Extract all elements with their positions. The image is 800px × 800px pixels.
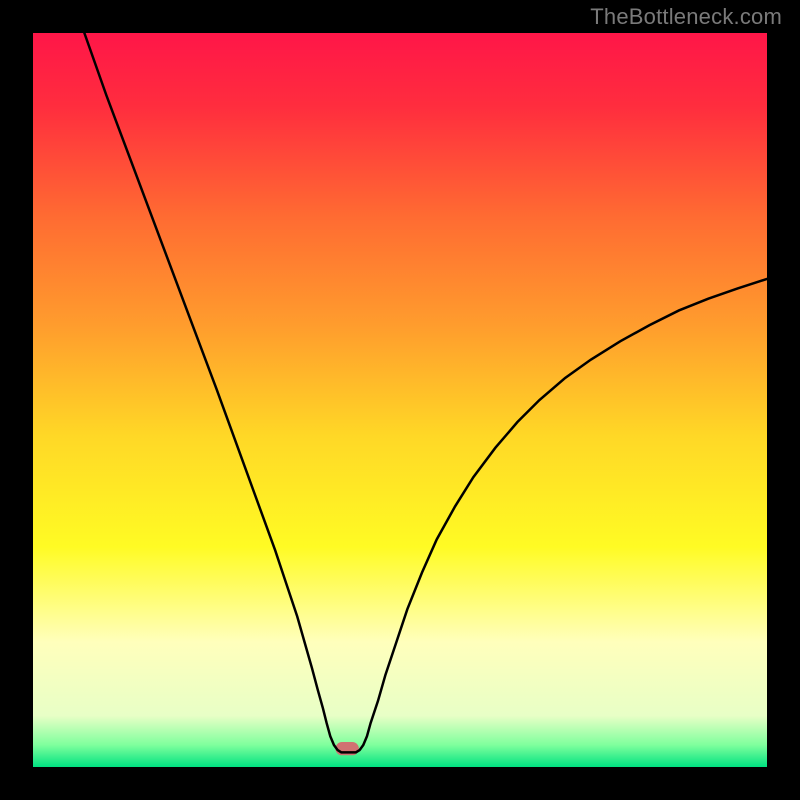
chart-root: TheBottleneck.com bbox=[0, 0, 800, 800]
bottleneck-chart bbox=[0, 0, 800, 800]
chart-plot-bg bbox=[33, 33, 767, 767]
attribution-text: TheBottleneck.com bbox=[590, 4, 782, 30]
